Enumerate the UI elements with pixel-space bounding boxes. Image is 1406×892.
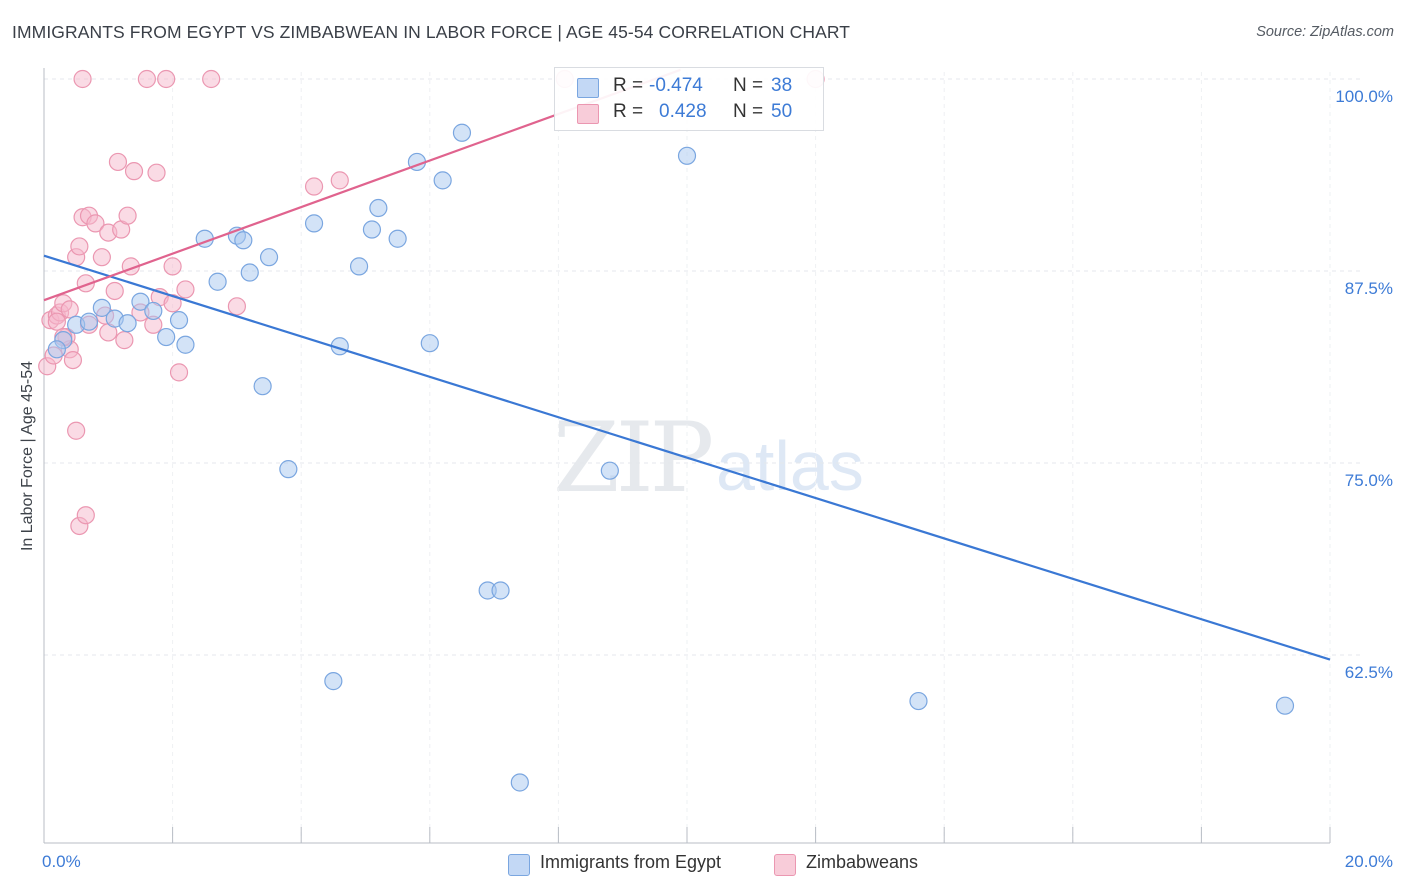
zimbabwe-point bbox=[76, 506, 95, 525]
zimbabwe-point bbox=[105, 281, 124, 301]
legend-label-zimbabwe: Zimbabweans bbox=[806, 852, 919, 872]
zimbabwe-point bbox=[73, 69, 92, 89]
egypt-point bbox=[47, 340, 66, 359]
zimbabwe-point bbox=[137, 69, 156, 89]
egypt-point bbox=[388, 229, 407, 248]
zimbabwe-point bbox=[124, 162, 144, 181]
x-tick-label: 0.0% bbox=[42, 852, 81, 871]
stats-row-egypt: R = -0.474 N = 38 bbox=[555, 75, 823, 101]
stats-swatch-egypt bbox=[577, 78, 599, 98]
egypt-point bbox=[169, 311, 189, 330]
egypt-point bbox=[362, 220, 382, 239]
zimbabwe-point bbox=[67, 421, 86, 440]
correlation-stats-box: R = -0.474 N = 38 R = 0.428 N = 50 bbox=[554, 67, 824, 131]
egypt-point bbox=[279, 460, 298, 479]
zimbabwe-point bbox=[163, 294, 182, 313]
points bbox=[38, 69, 1295, 792]
egypt-point bbox=[234, 231, 253, 250]
stats-n-label: N = bbox=[733, 101, 764, 122]
x-tick-label: 20.0% bbox=[1344, 852, 1393, 871]
source-label: Source: ZipAtlas.com bbox=[1256, 24, 1394, 40]
zimbabwe-point bbox=[304, 177, 324, 196]
stats-row-zimbabwe: R = 0.428 N = 50 bbox=[555, 101, 823, 127]
stats-r-label: R = bbox=[613, 75, 644, 96]
egypt-point bbox=[259, 248, 279, 267]
zimbabwe-point bbox=[202, 69, 221, 89]
egypt-point bbox=[118, 314, 137, 333]
egypt-point bbox=[176, 335, 195, 354]
y-tick-label: 100.0% bbox=[1335, 87, 1393, 106]
zimbabwe-point bbox=[115, 331, 134, 350]
axes bbox=[43, 68, 1331, 844]
egypt-point bbox=[1275, 696, 1295, 715]
legend-swatch-zimbabwe bbox=[774, 854, 796, 876]
egypt-point bbox=[157, 327, 176, 347]
egypt-point bbox=[304, 214, 324, 233]
egypt-point bbox=[909, 691, 928, 711]
zimbabwe-point bbox=[108, 152, 128, 172]
stats-r-value: -0.474 bbox=[649, 75, 703, 96]
zimbabwe-point bbox=[60, 300, 79, 319]
legend: Immigrants from Egypt Zimbabweans bbox=[0, 852, 1406, 878]
y-tick-label: 62.5% bbox=[1344, 663, 1393, 682]
egypt-point bbox=[677, 146, 697, 165]
stats-r-label: R = bbox=[613, 101, 644, 122]
egypt-point bbox=[240, 263, 259, 282]
zimbabwe-point bbox=[330, 171, 349, 190]
egypt-point bbox=[349, 257, 369, 276]
egypt-trend-line bbox=[43, 254, 1331, 661]
egypt-point bbox=[420, 334, 439, 353]
grid bbox=[44, 72, 1360, 843]
chart-title: IMMIGRANTS FROM EGYPT VS ZIMBABWEAN IN L… bbox=[12, 22, 851, 42]
stats-r-value: 0.428 bbox=[659, 101, 707, 122]
zimbabwe-point bbox=[169, 363, 189, 382]
egypt-point bbox=[92, 298, 111, 317]
legend-swatch-egypt bbox=[508, 854, 530, 876]
zimbabwe-point bbox=[86, 214, 105, 233]
egypt-point bbox=[510, 773, 529, 792]
egypt-point bbox=[131, 292, 150, 311]
y-tick-label: 87.5% bbox=[1344, 279, 1393, 298]
egypt-point bbox=[79, 312, 99, 331]
egypt-point bbox=[253, 377, 272, 396]
zimbabwe-point bbox=[163, 257, 182, 276]
y-tick-label: 75.0% bbox=[1344, 471, 1393, 490]
stats-n-value: 50 bbox=[771, 101, 793, 122]
egypt-point bbox=[369, 198, 388, 218]
zimbabwe-point bbox=[47, 312, 66, 331]
egypt-point bbox=[208, 272, 227, 291]
y-axis-label: In Labor Force | Age 45-54 bbox=[19, 360, 36, 552]
zimbabwe-point bbox=[70, 237, 89, 256]
zimbabwe-point bbox=[118, 206, 137, 225]
legend-label-egypt: Immigrants from Egypt bbox=[540, 852, 722, 872]
egypt-point bbox=[433, 171, 452, 190]
zimbabwe-point bbox=[176, 280, 195, 299]
zimbabwe-point bbox=[227, 297, 246, 316]
stats-n-label: N = bbox=[733, 75, 764, 96]
egypt-point bbox=[324, 672, 343, 691]
zimbabwe-point bbox=[63, 350, 83, 370]
egypt-point bbox=[144, 301, 163, 321]
zimbabwe-point bbox=[157, 69, 176, 89]
egypt-point bbox=[491, 581, 510, 600]
watermark-atlas: atlas bbox=[716, 427, 864, 505]
stats-swatch-zimbabwe bbox=[577, 104, 599, 124]
zimbabwe-point bbox=[147, 163, 166, 182]
zimbabwe-point bbox=[92, 248, 111, 267]
egypt-point bbox=[600, 461, 619, 480]
egypt-point bbox=[452, 123, 472, 142]
stats-n-value: 38 bbox=[771, 75, 793, 96]
